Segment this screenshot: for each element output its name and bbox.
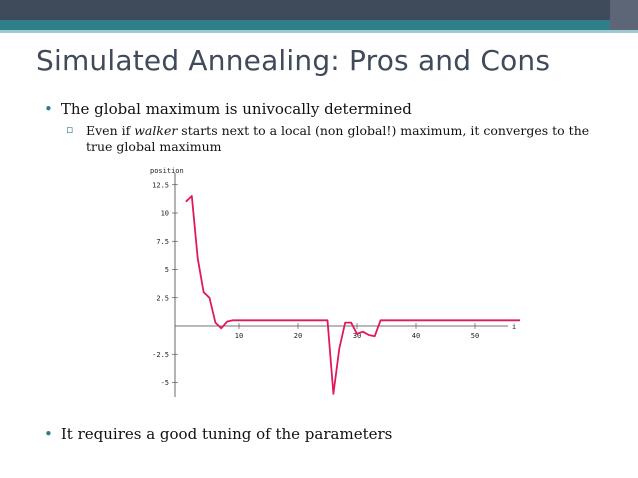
x-axis-label: i bbox=[512, 323, 516, 331]
bullet-marker: • bbox=[44, 100, 53, 118]
bullet-marker: • bbox=[44, 425, 53, 443]
header-corner-accent bbox=[610, 0, 638, 30]
x-tick-label: 50 bbox=[471, 332, 479, 340]
header-band-teal bbox=[0, 20, 638, 30]
y-tick-label: 2.5 bbox=[156, 294, 169, 302]
header-band-dark bbox=[0, 0, 638, 20]
position-line-chart: positioni1020304050607012.5107.552.5-2.5… bbox=[150, 167, 520, 397]
sub-bullet-text: Even if walker starts next to a local (n… bbox=[86, 123, 606, 155]
sub-bullet-text-post: starts next to a local (non global!) max… bbox=[86, 123, 590, 154]
y-axis-label: position bbox=[150, 167, 184, 175]
y-tick-label: 7.5 bbox=[156, 238, 169, 246]
sub-bullet-walker: ▫ Even if walker starts next to a local … bbox=[66, 123, 606, 155]
x-tick-label: 20 bbox=[294, 332, 302, 340]
sub-bullet-text-pre: Even if bbox=[86, 123, 135, 138]
bullet-text: The global maximum is univocally determi… bbox=[60, 100, 412, 118]
y-tick-label: -2.5 bbox=[152, 351, 169, 359]
sub-bullet-text-emphasis: walker bbox=[134, 123, 178, 138]
x-tick-label: 30 bbox=[353, 332, 361, 340]
y-tick-label: -5 bbox=[161, 379, 169, 387]
bullet-global-maximum: • The global maximum is univocally determ… bbox=[44, 100, 412, 118]
bullet-text: It requires a good tuning of the paramet… bbox=[60, 425, 393, 443]
x-tick-label: 40 bbox=[412, 332, 420, 340]
y-tick-label: 12.5 bbox=[152, 181, 169, 189]
slide-title: Simulated Annealing: Pros and Cons bbox=[36, 44, 551, 77]
series-line-position bbox=[185, 195, 520, 395]
sub-bullet-marker: ▫ bbox=[66, 123, 74, 136]
bullet-parameter-tuning: • It requires a good tuning of the parame… bbox=[44, 425, 392, 443]
x-tick-label: 10 bbox=[235, 332, 243, 340]
y-tick-label: 10 bbox=[161, 210, 169, 218]
y-tick-label: 5 bbox=[165, 266, 169, 274]
header-band-thin bbox=[0, 30, 638, 33]
